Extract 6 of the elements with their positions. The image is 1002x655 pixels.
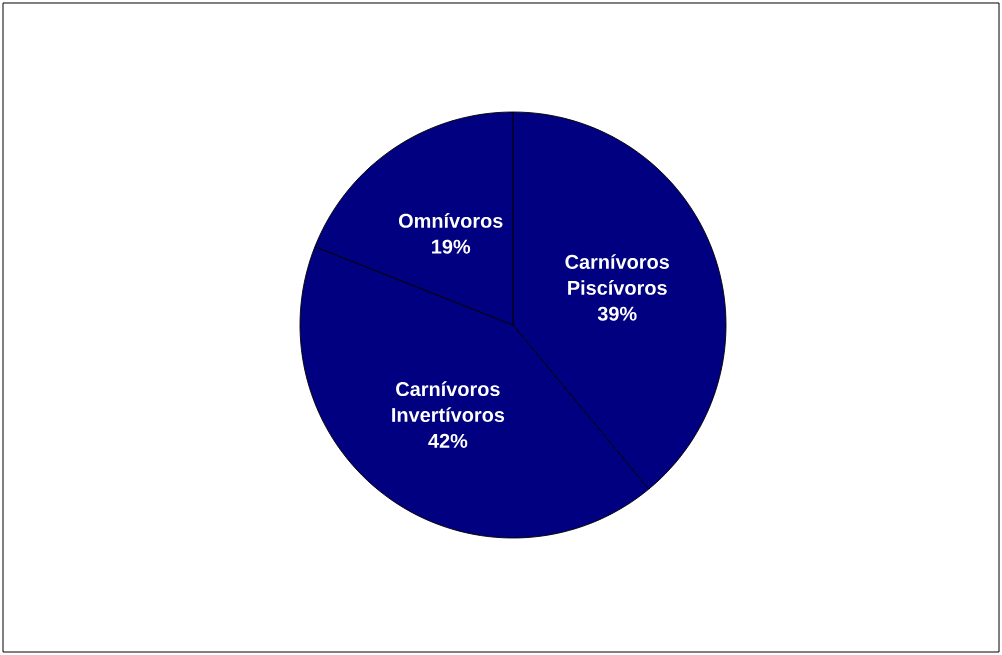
data-label: 42% (428, 433, 468, 448)
slice-label: Omnívoros (398, 213, 503, 228)
data-label: 39% (597, 306, 637, 321)
slice-label: Carnívoros Invertívoros (392, 381, 505, 423)
slice-label: Carnívoros Piscívoros (565, 254, 669, 295)
data-label: 19% (432, 239, 471, 254)
